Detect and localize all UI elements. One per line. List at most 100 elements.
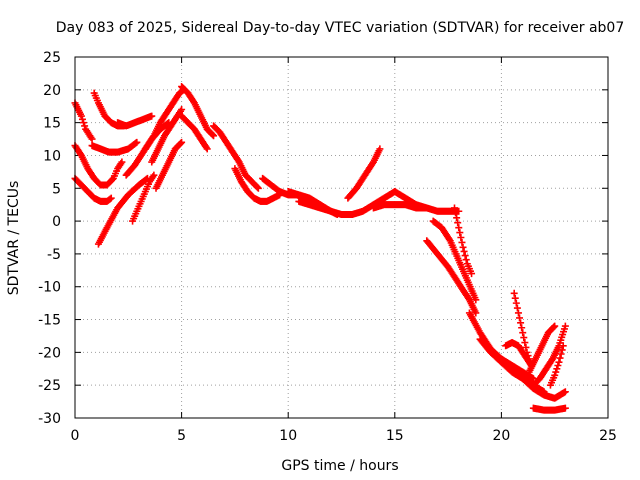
- data-point: [80, 119, 88, 127]
- data-point: [561, 388, 569, 396]
- series-arc-ag: [546, 342, 567, 389]
- y-tick-label: 25: [43, 50, 61, 66]
- y-tick-label: 0: [52, 214, 61, 230]
- data-point: [88, 135, 96, 143]
- data-point: [510, 289, 518, 297]
- data-point: [518, 324, 526, 332]
- data-point: [456, 229, 464, 237]
- data-point: [550, 323, 558, 331]
- data-point: [178, 138, 186, 146]
- series-arc-x: [423, 237, 480, 317]
- y-tick-label: -30: [38, 411, 61, 427]
- data-point: [512, 299, 520, 307]
- data-point: [557, 350, 565, 358]
- y-tick-label: -5: [47, 247, 61, 263]
- data-point: [455, 224, 463, 232]
- data-point: [107, 194, 115, 202]
- data-point: [529, 375, 537, 383]
- data-point: [519, 329, 527, 337]
- data-point: [81, 122, 89, 130]
- data-point: [561, 404, 569, 412]
- data-point: [450, 204, 458, 212]
- series-arc-t: [344, 145, 384, 202]
- series-arc-l: [152, 138, 186, 192]
- series-arc-j: [141, 86, 188, 153]
- y-tick-label: 10: [43, 148, 61, 164]
- data-point: [457, 234, 465, 241]
- data-point: [520, 334, 528, 342]
- data-point: [454, 219, 462, 227]
- data-point: [555, 358, 563, 366]
- y-tick-label: 15: [43, 116, 61, 132]
- series-arc-w: [429, 217, 480, 304]
- data-point: [551, 371, 559, 379]
- x-axis-label: GPS time / hours: [281, 458, 398, 474]
- series-arc-i: [129, 171, 158, 225]
- x-tick-label: 0: [71, 428, 80, 444]
- data-point: [177, 139, 185, 147]
- data-point: [554, 361, 562, 369]
- data-point: [472, 296, 480, 304]
- series-arc-p: [231, 165, 284, 205]
- data-point: [203, 145, 211, 153]
- series-arc-ac: [510, 289, 535, 369]
- data-point: [106, 195, 114, 203]
- data-point: [202, 143, 210, 151]
- series-arc-af: [525, 322, 559, 376]
- data-point: [77, 112, 85, 120]
- y-tick-label: 20: [43, 83, 61, 99]
- data-point: [78, 115, 86, 123]
- data-point: [210, 132, 218, 140]
- series-arc-y: [450, 204, 476, 278]
- data-point: [459, 243, 467, 251]
- data-points: [71, 83, 569, 414]
- data-point: [150, 171, 158, 179]
- series-arc-ah: [529, 404, 569, 414]
- grid: [75, 57, 608, 418]
- data-point: [178, 106, 186, 114]
- y-tick-label: -15: [38, 313, 61, 329]
- data-point: [559, 342, 567, 350]
- data-point: [552, 368, 560, 376]
- y-tick-label: -10: [38, 280, 61, 296]
- x-tick-label: 20: [492, 428, 510, 444]
- data-point: [461, 252, 469, 260]
- data-point: [458, 238, 466, 246]
- data-point: [460, 247, 468, 255]
- data-point: [472, 309, 480, 317]
- data-point: [514, 309, 522, 317]
- x-tick-label: 25: [599, 428, 617, 444]
- data-point: [558, 346, 566, 354]
- series-arc-d: [88, 138, 141, 156]
- data-point: [517, 319, 525, 327]
- data-point: [561, 322, 569, 330]
- series-arc-b: [71, 142, 126, 189]
- data-point: [333, 211, 341, 219]
- x-tick-label: 15: [386, 428, 404, 444]
- series-arc-n: [178, 112, 211, 153]
- data-point: [118, 158, 126, 166]
- chart-title: Day 083 of 2025, Sidereal Day-to-day VTE…: [56, 20, 625, 36]
- data-point: [453, 214, 461, 222]
- data-point: [556, 354, 564, 362]
- data-point: [553, 365, 561, 373]
- x-tick-label: 10: [279, 428, 297, 444]
- y-tick-label: -25: [38, 378, 61, 394]
- data-point: [522, 343, 530, 351]
- series-arc-ae: [529, 322, 569, 389]
- x-tick-label: 5: [177, 428, 186, 444]
- data-point: [516, 314, 524, 322]
- series-arc-g: [114, 112, 156, 130]
- data-point: [376, 145, 384, 153]
- series-arc-r: [284, 188, 356, 219]
- data-point: [209, 131, 217, 139]
- series-arc-v: [369, 201, 463, 215]
- y-axis-label: SDTVAR / TECUs: [6, 181, 22, 296]
- data-point: [511, 294, 519, 302]
- data-point: [148, 112, 156, 120]
- series-arc-ab: [497, 355, 569, 402]
- data-point: [551, 322, 559, 330]
- data-point: [254, 184, 262, 192]
- data-point: [468, 270, 476, 278]
